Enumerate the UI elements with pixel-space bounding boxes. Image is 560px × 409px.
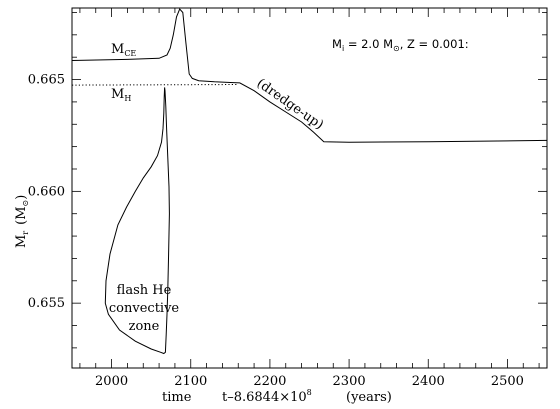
x-axis-ticks: 2000 2100 2200 2300 2400 2500 [79, 8, 540, 389]
param-mass-value: = 2.0 M [344, 37, 393, 51]
x-tick-label: 2200 [253, 374, 286, 389]
label-m-ce-main: M [111, 42, 124, 57]
y-tick-label: 0.660 [28, 184, 65, 199]
param-metallicity: , Z = 0.001: [400, 37, 469, 51]
label-m-h-sub: H [124, 94, 131, 103]
parameters-annotation: Mi = 2.0 M⊙, Z = 0.001: [332, 37, 469, 53]
label-m-ce-sub: CE [124, 49, 136, 58]
y-axis-ticks: 0.655 0.660 0.665 [28, 12, 547, 349]
x-axis-label-exponent: 8 [307, 388, 312, 397]
flash-zone-label-line-3: zone [129, 319, 160, 334]
x-tick-label: 2500 [491, 374, 524, 389]
y-axis-label: Mr (M⊙) [14, 195, 30, 248]
dredge-up-label: (dredge-up) [254, 76, 326, 133]
param-mass-symbol: M [332, 37, 342, 51]
m-ce-curve [71, 8, 548, 143]
m-h-curve [71, 84, 239, 86]
param-sun-symbol: ⊙ [393, 44, 400, 53]
flash-zone-label-line-2: convective [109, 301, 180, 316]
x-axis-label-time: time [162, 390, 192, 405]
y-tick-label: 0.665 [28, 73, 65, 88]
label-m-h-main: M [111, 87, 124, 102]
x-axis-label-units: (years) [346, 390, 392, 405]
flash-zone-label-line-1: flash He [117, 283, 172, 298]
data-series [71, 8, 548, 355]
y-tick-label: 0.655 [28, 296, 65, 311]
y-axis-label-units-close: ) [14, 195, 29, 200]
x-tick-label: 2000 [95, 374, 128, 389]
x-tick-label: 2400 [412, 374, 445, 389]
label-m-ce: MCE [111, 42, 136, 58]
y-axis-label-subscript: r [21, 231, 30, 235]
x-tick-label: 2300 [333, 374, 366, 389]
y-axis-label-sun-symbol: ⊙ [21, 200, 30, 207]
flash-he-convective-zone-curve [104, 87, 170, 355]
label-m-h: MH [111, 87, 131, 103]
y-axis-label-symbol: M [14, 235, 29, 248]
x-axis-label-formula-text: t–8.6844×10 [222, 390, 307, 405]
plot-frame [71, 7, 548, 369]
x-axis-label-formula: t–8.6844×108 [222, 388, 312, 405]
x-tick-label: 2100 [174, 374, 207, 389]
y-axis-label-units-open: (M [14, 206, 29, 224]
param-mass-sub: i [342, 44, 344, 53]
